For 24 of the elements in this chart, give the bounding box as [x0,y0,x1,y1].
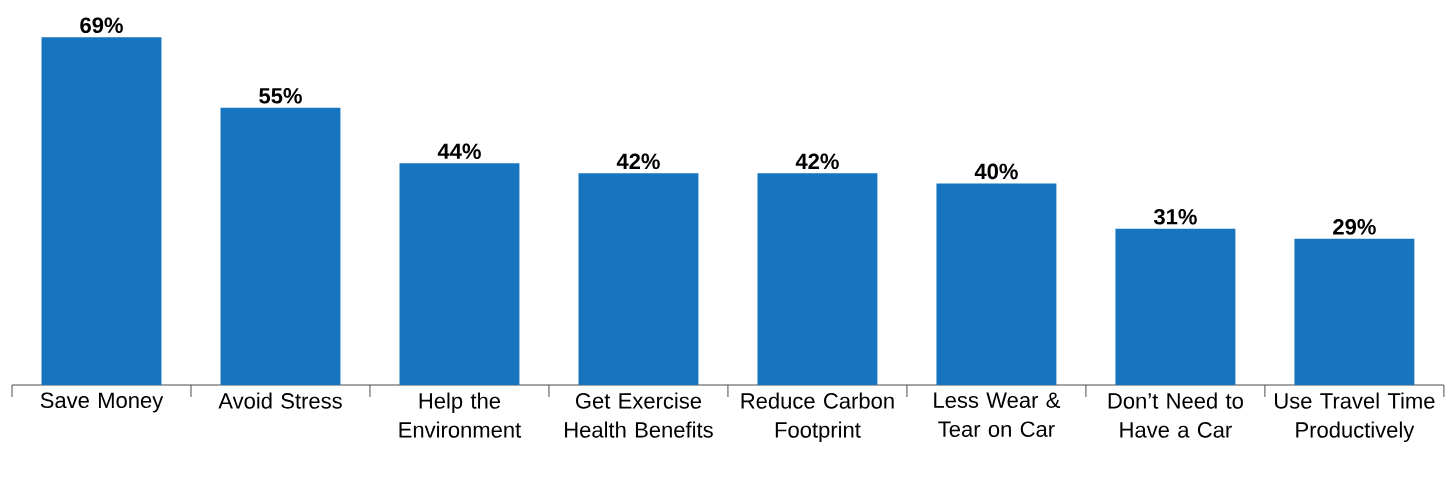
x-tick-label: Help the Environment [399,392,522,438]
data-label: 55% [259,88,302,104]
x-tick-label: Don’t Need to Have a Car [1108,392,1243,438]
data-label: 44% [437,143,481,160]
bar [41,37,162,385]
bar [578,173,699,385]
bar [936,183,1057,385]
x-tick-label: Reduce Carbon Footprint [741,392,894,443]
bar [399,163,520,385]
data-label: 69% [80,17,123,34]
data-label: 42% [795,153,839,170]
x-tick-label: Use Travel Time Productively [1275,392,1435,443]
data-label: 31% [1153,208,1197,225]
x-tick-label: Less Wear & Tear on Car [934,392,1061,437]
data-label: 40% [974,163,1018,180]
x-tick-label: Get Exercise Health Benefits [565,392,713,438]
bar [1115,228,1236,385]
data-label: 42% [616,153,660,170]
x-tick-label: Avoid Stress [218,392,342,409]
bar [1294,238,1415,385]
data-label: 29% [1333,219,1376,235]
bar [757,173,878,385]
bar [220,107,341,385]
x-tick-label: Save Money [40,392,164,413]
